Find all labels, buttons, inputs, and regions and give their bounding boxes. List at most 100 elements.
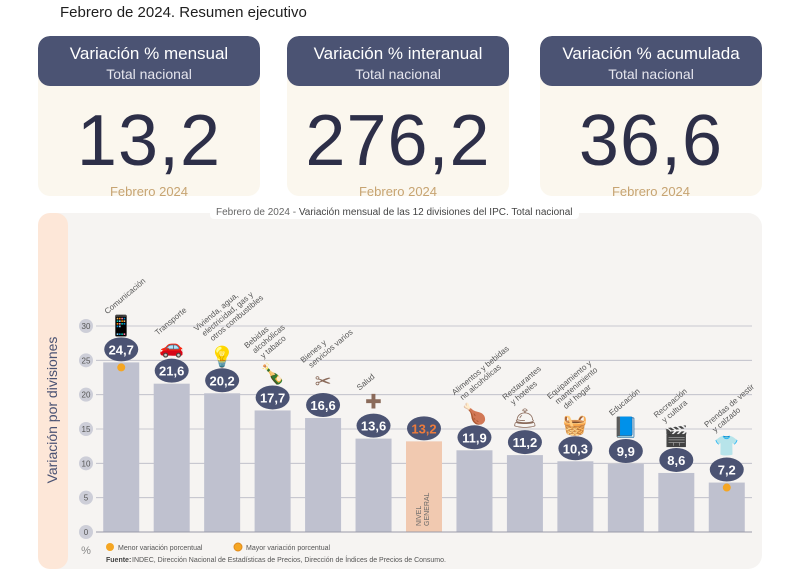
car-icon: 🚗 xyxy=(159,335,184,359)
chart-subtitle: Febrero de 2024 - Variación mensual de l… xyxy=(210,206,579,219)
data-label: 11,2 xyxy=(513,435,538,450)
y-tick-label: 25 xyxy=(82,356,91,365)
value-bubble xyxy=(407,416,441,441)
value-bubble xyxy=(205,368,240,393)
source-label: Fuente: xyxy=(106,557,131,564)
data-label: 11,9 xyxy=(462,430,487,445)
value-bubble xyxy=(154,358,189,383)
y-tick-marker xyxy=(79,319,93,333)
x-tick-label: Bebidasalcohólicasy tabaco xyxy=(243,316,293,364)
card-period: Febrero 2024 xyxy=(109,184,189,196)
x-tick-label: Restaurantesy hoteles xyxy=(501,364,549,408)
card-header: Variación % acumulada Total nacional xyxy=(540,36,762,86)
card-title: Variación % mensual xyxy=(69,44,229,63)
y-tick-marker xyxy=(79,525,93,539)
value-bubble xyxy=(306,393,341,418)
value-bubble xyxy=(608,439,643,464)
value-bubble xyxy=(507,430,542,455)
min-marker xyxy=(722,483,731,492)
x-tick-label: Educación xyxy=(607,387,641,418)
bar xyxy=(204,393,241,532)
legend-min-label: Menor variación porcentual xyxy=(118,545,203,552)
data-label: 16,6 xyxy=(310,398,335,413)
card-header: Variación % interanual Total nacional xyxy=(287,36,509,86)
bar xyxy=(658,472,695,532)
value-bubble xyxy=(709,457,744,482)
y-tick-label: 20 xyxy=(82,391,91,400)
card-subtitle: Total nacional xyxy=(608,66,694,82)
card-header: Variación % mensual Total nacional xyxy=(38,36,260,86)
book-icon: 📘 xyxy=(613,415,638,439)
value-bubble xyxy=(356,413,391,438)
legend-max-marker xyxy=(233,542,243,552)
bar-general xyxy=(406,441,442,532)
bar xyxy=(607,464,644,532)
value-bubble xyxy=(255,385,290,410)
bar xyxy=(103,362,140,532)
data-label: 9,9 xyxy=(617,444,635,459)
bar xyxy=(456,450,493,532)
card-monthly: Variación % mensual Total nacional 13,2 … xyxy=(38,36,260,196)
y-tick-marker xyxy=(79,422,93,436)
page-title: Febrero de 2024. Resumen ejecutivo xyxy=(60,4,307,21)
bottle-icon: 🍾 xyxy=(260,361,285,385)
card-subtitle: Total nacional xyxy=(355,66,441,82)
card-period: Febrero 2024 xyxy=(611,184,691,196)
bar xyxy=(153,383,190,532)
chart-subtitle-prefix: Febrero de 2024 - xyxy=(216,207,299,218)
value-bubble xyxy=(104,337,139,362)
y-tick-label: 15 xyxy=(82,425,91,434)
y-tick-label: 0 xyxy=(84,528,89,537)
bar xyxy=(557,461,594,532)
x-tick-label: Bienes yservicios varios xyxy=(299,321,355,372)
card-yearly: Variación % interanual Total nacional 27… xyxy=(287,36,509,196)
value-bubble xyxy=(659,447,694,472)
y-tick-marker xyxy=(79,353,93,368)
hotel-icon: 🛎 xyxy=(512,406,537,430)
data-label: 17,7 xyxy=(260,390,285,405)
lightbulb-icon: 💡 xyxy=(210,344,235,368)
data-label: 10,3 xyxy=(563,441,588,456)
shirt-icon: 👕 xyxy=(714,434,739,458)
value-bubble xyxy=(558,436,593,461)
data-label: 8,6 xyxy=(667,453,685,468)
card-period: Febrero 2024 xyxy=(358,184,438,196)
data-label: 7,2 xyxy=(718,463,736,478)
data-label: 21,6 xyxy=(159,364,184,379)
food-icon: 🍗 xyxy=(462,401,487,425)
bar xyxy=(355,438,392,532)
y-tick-label: 30 xyxy=(82,322,91,331)
legend-max-label: Mayor variación porcentual xyxy=(246,545,330,552)
y-tick-label: 10 xyxy=(82,459,91,468)
x-tick-label: NIVELGENERAL xyxy=(416,492,431,526)
data-label: 24,7 xyxy=(109,342,134,357)
y-axis-title: Variación por divisiones xyxy=(44,337,60,484)
bar xyxy=(506,455,543,532)
x-tick-label: Equipamiento ymantenimientodel hogar xyxy=(545,358,605,415)
card-subtitle: Total nacional xyxy=(106,66,192,82)
x-tick-label: Comunicación xyxy=(103,276,148,315)
y-tick-marker xyxy=(79,490,93,505)
card-title: Variación % acumulada xyxy=(562,44,740,63)
card-value: 36,6 xyxy=(578,101,724,181)
legend-min-marker xyxy=(106,543,114,551)
card-value: 276,2 xyxy=(305,101,491,181)
data-label: 13,6 xyxy=(361,419,386,434)
bar xyxy=(254,410,291,532)
y-tick-marker xyxy=(79,387,93,402)
value-bubble xyxy=(457,425,492,450)
y-tick-marker xyxy=(79,456,93,471)
x-tick-label: Prendas de vestiry calzado xyxy=(702,382,762,436)
medical-icon: ✚ xyxy=(365,390,382,414)
chart-subtitle-main: Variación mensual de las 12 divisiones d… xyxy=(298,207,573,218)
appliance-icon: 🧺 xyxy=(563,412,588,436)
card-value: 13,2 xyxy=(76,101,222,181)
max-marker xyxy=(117,363,126,372)
bar xyxy=(305,418,342,532)
axis-band xyxy=(38,213,68,569)
cinema-icon: 🎬 xyxy=(664,424,689,448)
x-tick-label: Transporte xyxy=(153,305,189,337)
source-text: INDEC, Dirección Nacional de Estadística… xyxy=(132,555,446,564)
scissors-icon: ✂ xyxy=(315,369,332,393)
y-unit-label: % xyxy=(81,545,91,557)
